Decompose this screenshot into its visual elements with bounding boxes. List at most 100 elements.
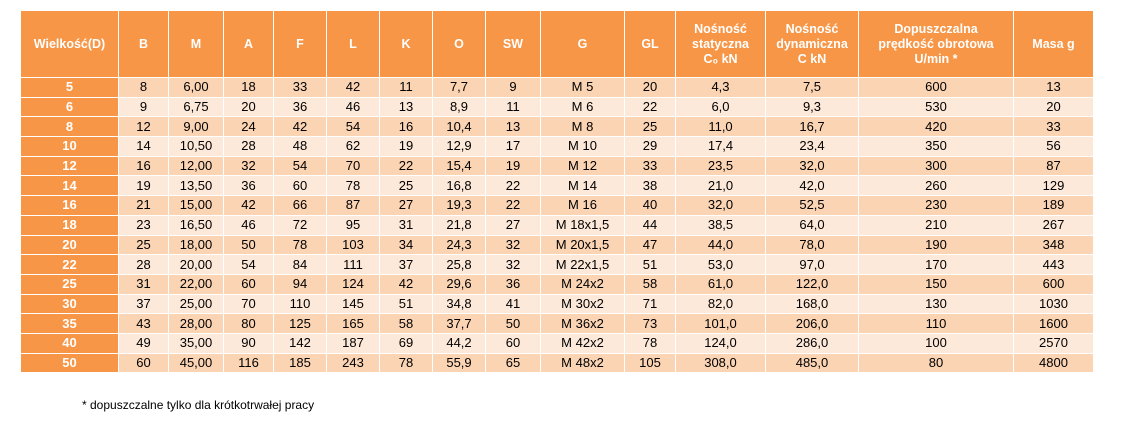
column-header: K [379,10,433,78]
table-cell: 124,0 [675,332,766,354]
size-cell: 22 [20,254,119,275]
table-cell: 82,0 [675,293,766,315]
table-cell: 54 [326,116,380,138]
table-cell: 16 [118,155,169,177]
table-cell: 17,4 [675,136,766,157]
table-cell: 78 [273,234,327,256]
table-cell: 18,00 [168,234,224,256]
table-cell: 80 [223,313,274,334]
column-header: Nośność dynamiczna C kN [765,10,859,78]
table-cell: 41 [485,293,541,315]
table-cell: 9,3 [765,96,859,118]
table-cell: 33 [1013,116,1094,138]
column-header-line: Nośność [785,21,839,36]
table-cell: 21 [118,195,169,216]
table-cell: 31 [118,273,169,295]
table-cell: 37,7 [432,313,486,334]
table-cell: 11 [379,77,433,98]
table-cell: 19,3 [432,195,486,216]
column-header: M [168,10,224,78]
table-cell: M 42x2 [540,332,625,354]
footnote: * dopuszczalne tylko dla krótkotrwałej p… [82,398,315,412]
table-cell: 15,4 [432,155,486,177]
table-cell: M 48x2 [540,352,625,374]
table-cell: 56 [1013,136,1094,157]
table-cell: 600 [1013,273,1094,295]
table-cell: 21,0 [675,175,766,197]
table-cell: 58 [379,313,433,334]
table-cell: 22 [485,195,541,216]
table-cell: 38 [624,175,676,197]
table-cell: 50 [223,234,274,256]
table-cell: 61,0 [675,273,766,295]
table-cell: 15,00 [168,195,224,216]
table-cell: 6,00 [168,77,224,98]
table-cell: 32,0 [675,195,766,216]
table-cell: 420 [858,116,1014,138]
table-cell: 69 [379,332,433,354]
table-row: 10 14 10,50 28 48 62 19 12,9 17 M 10 29 17,4 23,4 350… [20,136,1094,157]
table-cell: 9 [485,77,541,98]
table-cell: 51 [379,293,433,315]
column-header-line: Masa g [1032,36,1075,51]
table-row: 40 49 35,00 90 142 187 69 44,2 60 M 42x2 78 124,0 28… [20,332,1094,354]
table-cell: 37 [379,254,433,275]
size-cell: 18 [20,214,119,236]
table-cell: 17 [485,136,541,157]
table-cell: 210 [858,214,1014,236]
table-cell: 32,0 [765,155,859,177]
table-cell: 21,8 [432,214,486,236]
table-cell: 22 [379,155,433,177]
column-header-line: GL [641,36,659,51]
size-cell: 16 [20,195,119,216]
table-cell: 443 [1013,254,1094,275]
table-cell: 46 [326,96,380,118]
column-header: Masa g [1013,10,1094,78]
table-cell: 97,0 [765,254,859,275]
table-cell: 84 [273,254,327,275]
table-cell: 42,0 [765,175,859,197]
table-cell: 13 [485,116,541,138]
table-cell: 35,00 [168,332,224,354]
table-cell: 60 [223,273,274,295]
table-cell: 13,50 [168,175,224,197]
table-cell: 28 [118,254,169,275]
table-cell: 36 [485,273,541,295]
table-cell: 78 [326,175,380,197]
table-cell: 100 [858,332,1014,354]
table-cell: M 30x2 [540,293,625,315]
size-cell: 5 [20,77,119,98]
table-cell: 44 [624,214,676,236]
table-cell: 20 [223,96,274,118]
table-cell: 110 [858,313,1014,334]
table-cell: 90 [223,332,274,354]
column-header-line: A [243,36,254,51]
table-cell: 78,0 [765,234,859,256]
size-cell: 12 [20,155,119,177]
table-cell: 22 [624,96,676,118]
size-cell: 50 [20,352,119,374]
table-cell: 2570 [1013,332,1094,354]
table-cell: 4800 [1013,352,1094,374]
table-cell: M 10 [540,136,625,157]
table-cell: 189 [1013,195,1094,216]
table-cell: 62 [326,136,380,157]
table-cell: 16 [379,116,433,138]
table-cell: 38,5 [675,214,766,236]
table-cell: 29 [624,136,676,157]
column-header-line: O [454,36,464,51]
table-cell: 19 [118,175,169,197]
size-cell: 10 [20,136,119,157]
table-row: 18 23 16,50 46 72 95 31 21,8 27 M 18x1,5 44 38,5 64,… [20,214,1094,236]
size-cell: 35 [20,313,119,334]
header-row: Wielkość(D) B M A F L K O SW G GL Nośność statyczna C… [20,10,1094,78]
table-cell: 308,0 [675,352,766,374]
table-cell: 185 [273,352,327,374]
table-cell: 18 [223,77,274,98]
table-row: 12 16 12,00 32 54 70 22 15,4 19 M 12 33 23,5 32,0 300… [20,155,1094,177]
table-cell: 94 [273,273,327,295]
table-cell: 165 [326,313,380,334]
column-header: A [223,10,274,78]
column-header-line: Nośność [694,21,747,36]
table-cell: M 14 [540,175,625,197]
